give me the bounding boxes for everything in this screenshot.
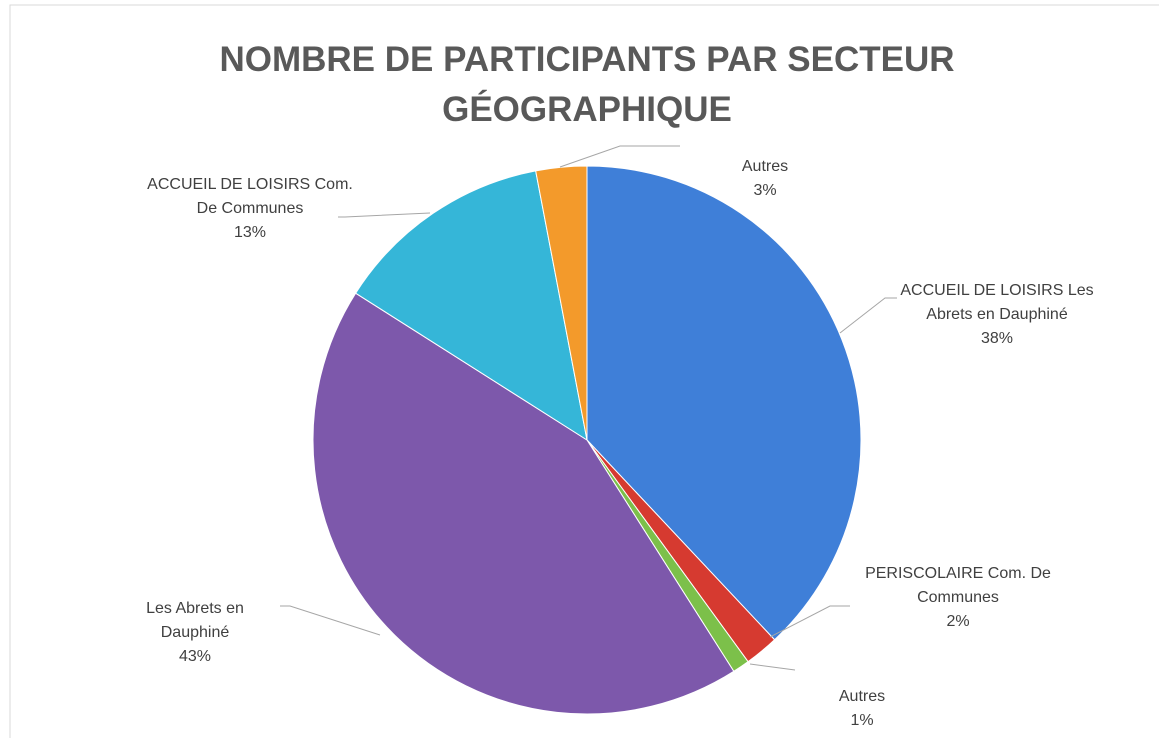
category-label: Autres: [838, 688, 886, 705]
chart-title: NOMBRE DE PARTICIPANTS PAR SECTEUR GÉOGR…: [219, 40, 955, 129]
data-label: Les Abrets en Dauphiné 43%: [130, 597, 260, 669]
data-label: Autres 3%: [720, 155, 810, 203]
category-label: ACCUEIL DE LOISIRS Les Abrets en Dauphin…: [900, 282, 1094, 323]
pie-slice: [535, 165, 588, 441]
value-label: 2%: [946, 613, 970, 630]
leader-line: [769, 605, 850, 638]
leader-line: [839, 297, 897, 334]
category-label: Autres: [741, 158, 789, 175]
data-label: ACCUEIL DE LOISIRS Les Abrets en Dauphin…: [897, 279, 1097, 351]
leader-lines: [280, 145, 897, 671]
pie-slice: [354, 170, 588, 442]
data-label: PERISCOLAIRE Com. De Communes 2%: [863, 562, 1053, 634]
category-label: PERISCOLAIRE Com. De Communes: [865, 565, 1051, 606]
category-label: Les Abrets en Dauphiné: [146, 600, 244, 641]
leader-line: [280, 605, 381, 636]
leader-line: [749, 663, 796, 671]
pie-slice: [312, 292, 735, 715]
value-label: 13%: [233, 224, 267, 241]
leader-line: [559, 145, 680, 168]
pie-slice: [586, 165, 862, 641]
value-label: 38%: [980, 330, 1014, 347]
value-label: 1%: [850, 712, 874, 729]
leader-line: [338, 212, 431, 218]
chart-frame: [9, 4, 1159, 738]
slices: [312, 165, 862, 715]
data-label: Autres 1%: [817, 685, 907, 733]
data-label: ACCUEIL DE LOISIRS Com. De Communes 13%: [145, 173, 355, 245]
value-label: 43%: [178, 648, 212, 665]
value-label: 3%: [753, 182, 777, 199]
category-label: ACCUEIL DE LOISIRS Com. De Communes: [147, 176, 353, 217]
